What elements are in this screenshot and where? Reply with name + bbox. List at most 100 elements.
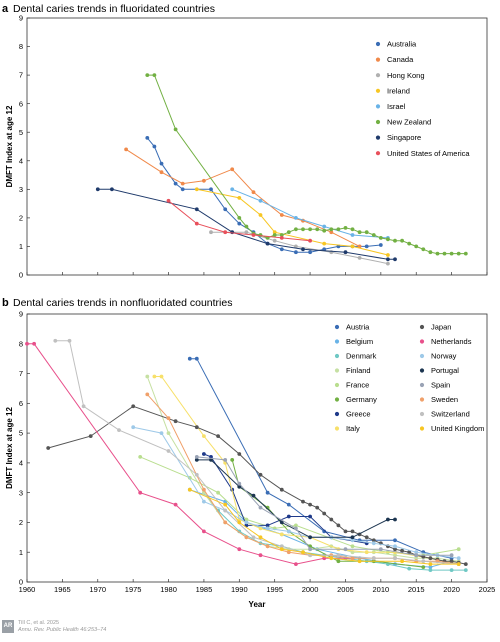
data-point-new-zealand	[294, 227, 298, 232]
legend-item-austria: Austria	[334, 323, 370, 332]
data-point-australia	[223, 207, 228, 212]
data-point-new-zealand	[301, 227, 305, 232]
data-point-japan	[350, 529, 355, 534]
series-israel	[230, 187, 390, 240]
series-portugal	[194, 458, 397, 540]
y-tick-label: 7	[19, 71, 23, 80]
legend-item-united-kingdom: United Kingdom	[419, 424, 484, 433]
data-point-france	[244, 517, 249, 522]
data-point-germany	[230, 458, 235, 462]
series-netherlands	[25, 341, 355, 566]
data-point-spain	[258, 505, 263, 510]
series-spain	[194, 455, 454, 558]
legend-item-united-states-of-america: United States of America	[375, 149, 470, 158]
data-point-norway	[244, 520, 249, 525]
legend-label: Hong Kong	[387, 71, 425, 80]
plot-frame	[26, 313, 488, 583]
data-point-united-states-of-america	[223, 230, 228, 235]
panel-b-nonfluoridated: b Dental caries trends in nonfluoridated…	[2, 297, 495, 609]
y-tick-label: 2	[19, 213, 23, 222]
panel-a-fluoridated: a Dental caries trends in fluoridated co…	[2, 3, 488, 280]
data-point-new-zealand	[308, 227, 312, 232]
data-point-switzerland	[371, 556, 376, 561]
data-point-switzerland	[194, 472, 199, 477]
y-tick-label: 8	[19, 42, 23, 51]
data-point-austria	[187, 356, 192, 361]
data-point-denmark	[407, 566, 412, 571]
legend-label: Germany	[346, 395, 377, 404]
x-tick-label: 2010	[373, 585, 390, 594]
data-point-israel	[322, 224, 327, 229]
data-point-netherlands	[258, 553, 263, 558]
data-point-singapore	[95, 187, 100, 192]
data-point-canada	[202, 178, 206, 183]
series-line-greece	[203, 453, 367, 544]
data-point-netherlands	[25, 341, 29, 346]
series-line-new-zealand	[147, 74, 466, 255]
data-point-spain	[343, 547, 348, 552]
data-point-new-zealand	[400, 238, 404, 243]
data-point-finland	[166, 431, 171, 435]
x-tick-label: 2025	[479, 585, 496, 594]
legend-marker	[334, 426, 340, 431]
data-point-italy	[152, 374, 157, 379]
x-tick-label: 1975	[125, 585, 142, 594]
data-point-netherlands	[138, 490, 143, 495]
y-tick-label: 6	[19, 99, 23, 108]
data-point-sweden	[286, 550, 291, 555]
series-line-hong-kong	[211, 231, 388, 265]
data-point-canada	[357, 244, 362, 249]
data-point-italy	[159, 374, 164, 379]
data-point-canada	[230, 167, 235, 172]
data-point-australia	[173, 181, 178, 186]
data-point-netherlands	[32, 341, 36, 346]
data-point-australia	[237, 221, 242, 226]
data-point-norway	[350, 538, 355, 543]
data-point-norway	[414, 550, 419, 555]
series-line-australia	[146, 137, 381, 253]
data-point-japan	[428, 556, 433, 561]
series-line-united-states-of-america	[168, 200, 311, 242]
data-point-switzerland	[336, 553, 341, 558]
data-point-israel	[294, 216, 298, 220]
legend-item-denmark: Denmark	[334, 352, 377, 361]
legend-marker	[334, 324, 340, 330]
data-point-united-states-of-america	[194, 221, 199, 226]
data-point-singapore	[301, 247, 305, 252]
series-line-france	[140, 456, 459, 556]
data-point-sweden	[223, 520, 228, 525]
data-point-singapore	[230, 230, 235, 235]
legend-marker	[375, 73, 381, 78]
credit-line-2: Annu. Rev. Public Health 46:253–74	[18, 627, 107, 633]
data-point-greece	[202, 452, 206, 456]
legend-item-sweden: Sweden	[419, 395, 458, 404]
legend-item-singapore: Singapore	[375, 133, 421, 142]
data-point-germany	[421, 565, 426, 569]
legend-label: Switzerland	[431, 410, 470, 419]
y-tick-label: 8	[19, 339, 23, 348]
data-point-hong-kong	[209, 230, 213, 235]
data-point-portugal	[279, 520, 284, 525]
data-point-new-zealand	[336, 227, 341, 232]
series-line-japan	[48, 405, 466, 565]
data-point-hong-kong	[294, 244, 298, 249]
data-point-sweden	[166, 416, 171, 421]
data-point-austria	[393, 538, 397, 543]
data-point-austria	[322, 529, 327, 534]
legend-marker	[334, 353, 340, 359]
data-point-japan	[216, 434, 221, 438]
legend-marker	[419, 411, 425, 417]
data-point-new-zealand	[237, 216, 242, 220]
data-point-new-zealand	[442, 251, 447, 256]
x-tick-label: 2005	[337, 585, 354, 594]
data-point-japan	[46, 446, 51, 450]
data-point-new-zealand	[145, 73, 150, 77]
data-point-italy	[258, 526, 263, 531]
legend-marker	[419, 339, 425, 344]
legend-item-australia: Australia	[375, 40, 417, 49]
y-tick-label: 4	[19, 156, 23, 165]
data-point-switzerland	[81, 404, 86, 409]
legend-item-ireland: Ireland	[375, 86, 410, 95]
x-tick-label: 1980	[160, 585, 177, 594]
